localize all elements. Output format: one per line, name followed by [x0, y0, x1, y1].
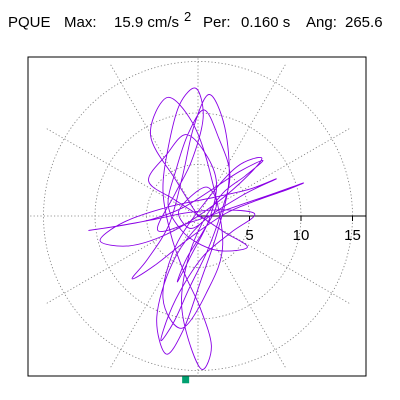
marker-layer — [182, 376, 190, 384]
max-unit-exponent: 2 — [184, 9, 192, 24]
max-value: 15.9 cm/s — [114, 14, 180, 31]
trace-layer — [88, 87, 305, 370]
axis-tick-label-5: 5 — [245, 227, 253, 244]
angle-value: 265.6 — [345, 14, 383, 31]
period-label: Per: — [203, 14, 231, 31]
angle-label: Ang: — [306, 14, 337, 31]
grid-spoke-240 — [110, 215, 199, 368]
max-label: Max: — [64, 14, 97, 31]
radial-axis: 5 10 15 — [198, 215, 366, 244]
peak-marker — [182, 376, 190, 384]
station-code: PQUE — [8, 14, 51, 31]
particle-motion-trace-0 — [88, 87, 305, 370]
grid-spoke-210 — [46, 215, 199, 304]
header-bar: PQUE Max: 15.9 cm/s 2 Per: 0.160 s Ang: … — [0, 0, 400, 44]
grid-spoke-30 — [197, 128, 350, 217]
axis-tick-label-15: 15 — [344, 227, 361, 244]
grid-spoke-60 — [197, 64, 286, 217]
grid-spoke-120 — [110, 64, 199, 217]
axis-tick-label-10: 10 — [293, 227, 310, 244]
period-value: 0.160 s — [241, 14, 291, 31]
